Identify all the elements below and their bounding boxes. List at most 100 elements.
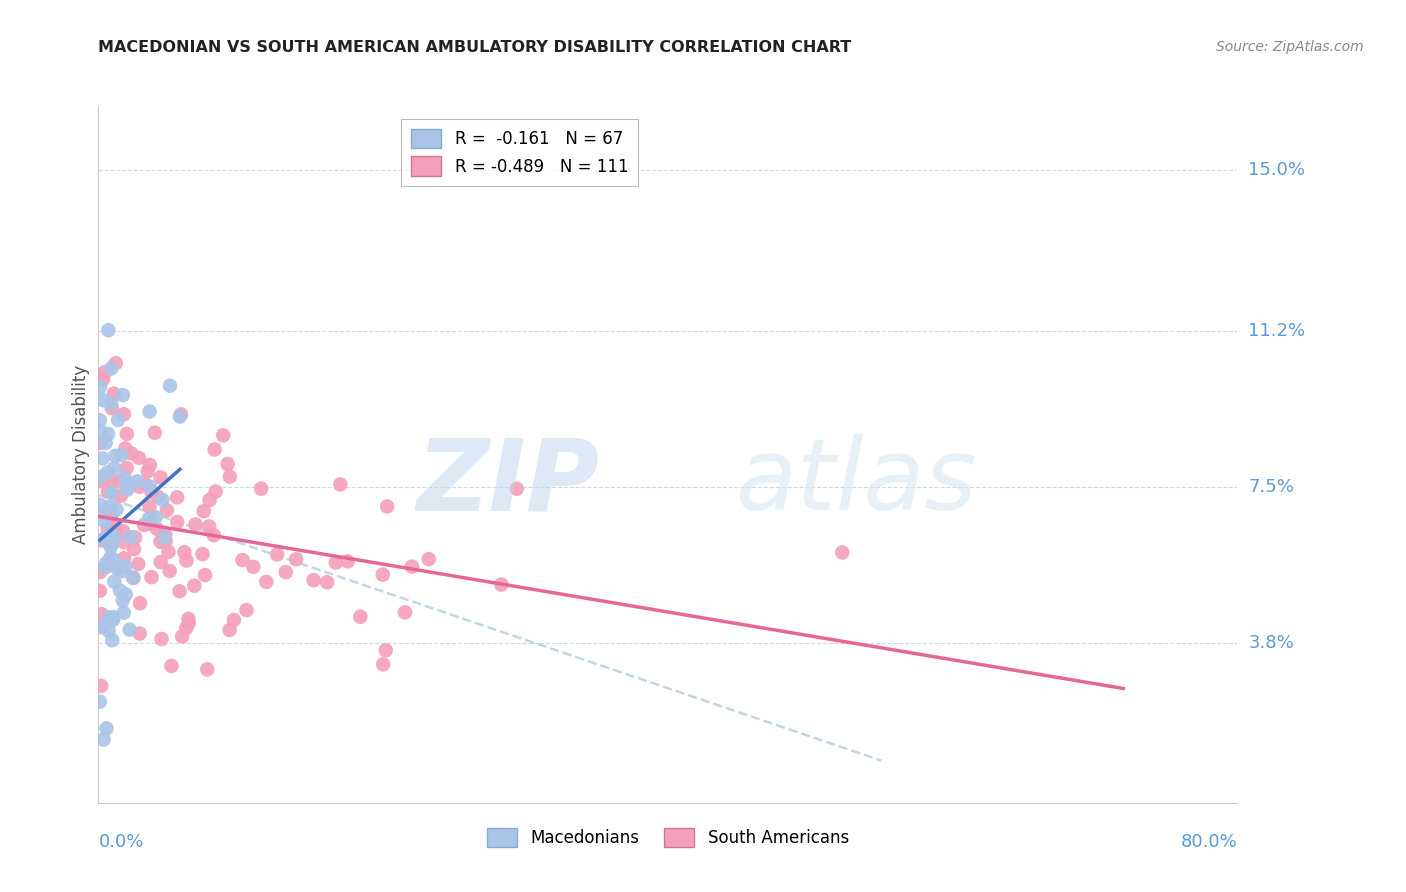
Point [160, 659, 183, 673]
Point [103, 556, 125, 570]
Point [139, 480, 162, 494]
Point [274, 565, 297, 579]
Point [93, 532, 115, 546]
Point [89, 565, 111, 579]
Point [235, 603, 257, 617]
Point [110, 489, 132, 503]
Point [231, 553, 253, 567]
Point [128, 450, 150, 465]
Point [394, 606, 416, 620]
Point [90, 506, 112, 520]
Point [139, 458, 162, 472]
Point [222, 613, 245, 627]
Point [169, 409, 191, 424]
Point [94, 560, 117, 574]
Point [141, 570, 163, 584]
Point [117, 483, 139, 497]
Point [170, 408, 193, 422]
Point [114, 471, 136, 485]
Point [155, 534, 177, 549]
Point [329, 477, 352, 491]
Point [156, 503, 179, 517]
Point [89, 436, 111, 450]
Point [141, 484, 163, 499]
Point [120, 530, 142, 544]
Point [198, 519, 221, 533]
Point [100, 475, 122, 489]
Point [418, 552, 440, 566]
Text: 7.5%: 7.5% [1249, 477, 1295, 496]
Point [98, 550, 121, 565]
Point [212, 428, 235, 442]
Text: 11.2%: 11.2% [1249, 321, 1306, 340]
Point [89, 474, 111, 488]
Point [250, 482, 273, 496]
Point [183, 579, 205, 593]
Point [101, 552, 124, 566]
Point [831, 545, 853, 559]
Point [184, 517, 207, 532]
Point [89, 470, 111, 484]
Text: 3.8%: 3.8% [1249, 633, 1294, 651]
Point [169, 584, 191, 599]
Point [117, 476, 139, 491]
Point [373, 657, 395, 672]
Point [150, 632, 173, 646]
Point [103, 613, 125, 627]
Point [401, 559, 423, 574]
Point [149, 555, 172, 569]
Point [138, 500, 160, 514]
Point [146, 522, 169, 536]
Point [146, 490, 169, 504]
Point [193, 504, 215, 518]
Point [104, 449, 127, 463]
Point [159, 564, 181, 578]
Point [166, 515, 188, 529]
Point [97, 522, 120, 536]
Point [120, 446, 142, 460]
Point [159, 378, 181, 392]
Point [127, 557, 149, 571]
Point [93, 532, 115, 546]
Point [325, 556, 347, 570]
Point [93, 732, 115, 747]
Point [149, 470, 172, 484]
Point [115, 587, 138, 601]
Point [155, 527, 177, 541]
Point [177, 616, 200, 631]
Point [104, 531, 127, 545]
Point [122, 571, 145, 585]
Point [254, 574, 277, 589]
Point [107, 562, 129, 576]
Point [153, 531, 176, 545]
Point [101, 485, 124, 500]
Point [98, 615, 121, 630]
Point [96, 556, 118, 570]
Point [204, 484, 226, 499]
Point [91, 372, 114, 386]
Point [242, 559, 264, 574]
Point [94, 365, 117, 379]
Point [371, 567, 394, 582]
Point [110, 448, 132, 462]
Point [112, 535, 135, 549]
Point [506, 482, 529, 496]
Text: Source: ZipAtlas.com: Source: ZipAtlas.com [1216, 40, 1364, 54]
Point [194, 568, 217, 582]
Point [128, 480, 150, 494]
Point [198, 493, 221, 508]
Point [96, 504, 118, 518]
Point [89, 380, 111, 394]
Point [173, 545, 195, 559]
Point [111, 388, 134, 402]
Point [90, 607, 112, 622]
Point [103, 386, 125, 401]
Point [103, 574, 125, 589]
Point [112, 407, 135, 421]
Point [166, 491, 188, 505]
Point [176, 553, 198, 567]
Point [112, 551, 135, 566]
Point [218, 469, 240, 483]
Point [91, 533, 114, 548]
Point [127, 475, 149, 489]
